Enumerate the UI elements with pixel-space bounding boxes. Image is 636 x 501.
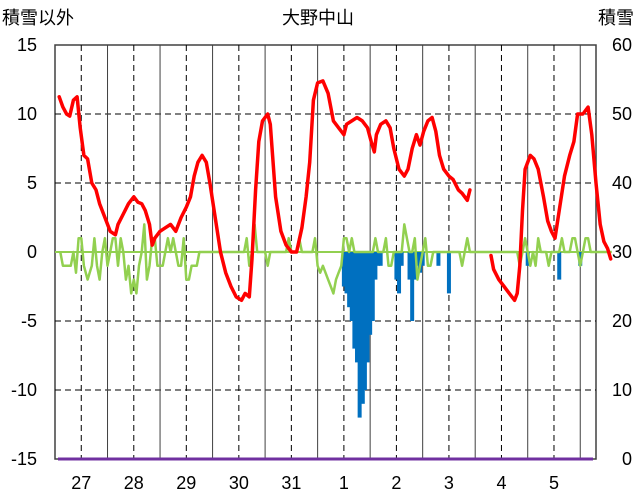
- left-axis-label: 積雪以外: [2, 8, 74, 28]
- x-tick-label: 31: [281, 473, 301, 493]
- snowfall-bar: [557, 252, 562, 280]
- snowfall-bar: [365, 252, 370, 363]
- left-tick-label: -10: [11, 380, 37, 400]
- x-tick-label: 28: [124, 473, 144, 493]
- snowfall-bar: [394, 252, 399, 280]
- snowfall-bar: [349, 252, 354, 321]
- right-tick-label: 40: [612, 173, 632, 193]
- snowfall-bar: [399, 252, 404, 266]
- snowfall-bar: [446, 252, 451, 294]
- snowfall-bar: [376, 252, 381, 266]
- right-tick-label: 60: [612, 35, 632, 55]
- snowfall-bar: [344, 252, 349, 294]
- left-tick-label: 0: [27, 242, 37, 262]
- snowfall-bar: [436, 252, 441, 266]
- x-tick-label: 5: [549, 473, 559, 493]
- snowfall-bar: [525, 252, 530, 266]
- snowfall-bar: [347, 252, 352, 308]
- snowfall-bar: [407, 252, 412, 280]
- right-tick-label: 20: [612, 311, 632, 331]
- snowfall-bar: [420, 252, 425, 266]
- snowfall-bar: [352, 252, 357, 349]
- left-axis-ticks: 15 10 5 0 -5 -10 -15: [11, 35, 37, 469]
- snowfall-bar: [360, 252, 365, 404]
- right-tick-label: 30: [612, 242, 632, 262]
- x-axis-ticks: 27 28 29 30 31 1 2 3 4 5: [71, 473, 559, 493]
- chart-title: 大野中山: [282, 8, 354, 28]
- snowfall-bar: [410, 252, 415, 321]
- left-tick-label: 5: [27, 173, 37, 193]
- snow-depth-line-2: [489, 105, 613, 303]
- snowfall-bar: [341, 252, 346, 287]
- x-tick-label: 27: [71, 473, 91, 493]
- right-tick-label: 10: [612, 380, 632, 400]
- right-tick-label: 50: [612, 104, 632, 124]
- left-tick-label: 10: [17, 104, 37, 124]
- snowfall-bar: [362, 252, 367, 390]
- series-layer: [55, 79, 613, 418]
- snowfall-bar: [368, 252, 373, 335]
- x-tick-label: 29: [176, 473, 196, 493]
- snowfall-bar: [378, 252, 383, 266]
- x-tick-label: 4: [496, 473, 506, 493]
- left-tick-label: -15: [11, 449, 37, 469]
- x-tick-label: 1: [339, 473, 349, 493]
- right-axis-ticks: 60 50 40 30 20 10 0: [612, 35, 632, 469]
- x-tick-label: 2: [391, 473, 401, 493]
- right-axis-label: 積雪: [598, 8, 634, 28]
- left-tick-label: 15: [17, 35, 37, 55]
- snowfall-bar: [412, 252, 417, 280]
- left-tick-label: -5: [21, 311, 37, 331]
- snowfall-bar: [370, 252, 375, 321]
- snowfall-bar: [373, 252, 378, 280]
- x-tick-label: 30: [229, 473, 249, 493]
- x-tick-label: 3: [444, 473, 454, 493]
- snowfall-bar: [397, 252, 402, 294]
- temperature-line: [59, 223, 612, 295]
- snowfall-bar: [415, 252, 420, 266]
- snowfall-bar: [578, 252, 583, 266]
- right-tick-label: 0: [622, 449, 632, 469]
- snowfall-bar: [355, 252, 360, 363]
- snow-depth-line-1: [57, 79, 472, 303]
